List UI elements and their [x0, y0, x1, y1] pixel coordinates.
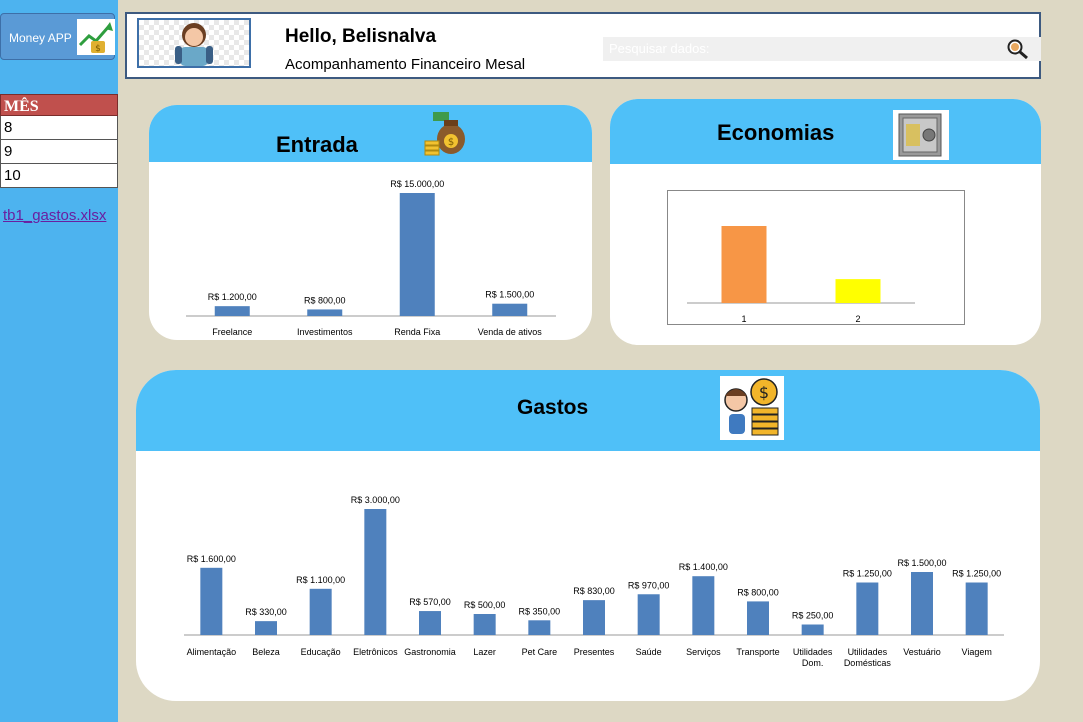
tick-label: Venda de ativos: [478, 327, 543, 337]
month-option[interactable]: 8: [0, 116, 118, 140]
bar: [419, 611, 441, 635]
svg-text:$: $: [759, 383, 769, 402]
tick-label: Utilidades Dom.: [793, 647, 833, 668]
tick-label: Pet Care: [522, 647, 558, 657]
data-label: R$ 15.000,00: [390, 179, 444, 189]
bar: [721, 226, 767, 303]
search-icon[interactable]: [1005, 38, 1031, 65]
safe-icon: [893, 110, 949, 165]
data-label: R$ 250,00: [792, 611, 834, 621]
data-label: R$ 1.250,00: [843, 569, 892, 579]
data-label: R$ 1.600,00: [187, 554, 236, 564]
search-box[interactable]: Pesquisar dados:: [603, 37, 1041, 61]
gastos-chart: R$ 1.600,00 Alimentação R$ 330,00 Beleza R$ …: [184, 495, 1004, 668]
tick-label: Educação: [301, 647, 341, 657]
entrada-card: Entrada $ R$ 1.200,00 Freelance R$ 800,00 I…: [149, 105, 592, 340]
bar: [214, 306, 250, 316]
entrada-title: Entrada: [276, 132, 358, 157]
bar: [309, 588, 332, 635]
tick-label: Gastronomia: [404, 647, 456, 657]
bar: [692, 576, 715, 635]
data-label: R$ 330,00: [245, 607, 287, 617]
money-app-button[interactable]: Money APP $: [0, 13, 115, 60]
subtitle: Acompanhamento Financeiro Mesal: [285, 56, 526, 73]
economias-title: Economias: [717, 120, 835, 145]
entrada-chart: R$ 1.200,00 Freelance R$ 800,00 Investiment…: [186, 179, 556, 337]
data-label: R$ 500,00: [464, 600, 506, 610]
bar: [307, 309, 343, 316]
tick-label: 2: [855, 314, 860, 324]
gastos-header: [136, 370, 1040, 451]
data-label: R$ 1.500,00: [897, 558, 946, 568]
tick-label: Transporte: [736, 647, 779, 657]
data-label: R$ 1.200,00: [208, 292, 257, 302]
tick-label: Presentes: [574, 647, 615, 657]
tick-label: 1: [741, 314, 746, 324]
money-growth-icon: $: [77, 19, 115, 55]
tick-label: Saúde: [636, 647, 662, 657]
data-label: R$ 1.400,00: [679, 562, 728, 572]
data-label: R$ 1.250,00: [952, 569, 1001, 579]
tick-label: Viagem: [961, 647, 991, 657]
tick-label: Investimentos: [297, 327, 353, 337]
svg-text:$: $: [448, 137, 454, 148]
bar: [528, 620, 551, 635]
bar: [637, 594, 660, 635]
tick-label: Beleza: [252, 647, 280, 657]
sidebar: Money APP $ MÊS 8 9 10 tb1_gastos.xlsx: [0, 0, 118, 722]
bar: [856, 582, 879, 635]
coins-person-icon: $: [720, 376, 784, 445]
entrada-header: [149, 105, 592, 162]
file-link[interactable]: tb1_gastos.xlsx: [3, 207, 107, 224]
greeting: Hello, Belisnalva: [285, 26, 437, 47]
month-option[interactable]: 9: [0, 140, 118, 164]
gastos-title: Gastos: [517, 396, 589, 419]
bar: [364, 509, 387, 635]
tick-label: Utilidades Domésticas: [844, 647, 892, 668]
gastos-card: Gastos $ R$ 1.600,00 Alimentação R$ 330,00…: [136, 370, 1040, 701]
bar: [747, 601, 769, 635]
tick-label: Alimentação: [187, 647, 237, 657]
data-label: R$ 1.100,00: [296, 575, 345, 585]
bar: [801, 624, 824, 635]
data-label: R$ 3.000,00: [351, 495, 400, 505]
month-option[interactable]: 10: [0, 164, 118, 188]
tick-label: Renda Fixa: [394, 327, 440, 337]
data-label: R$ 570,00: [409, 597, 451, 607]
month-slicer: MÊS 8 9 10: [0, 94, 118, 188]
money-app-label: Money APP: [9, 31, 72, 45]
money-bag-icon: $: [423, 111, 467, 162]
search-input[interactable]: Pesquisar dados:: [609, 41, 710, 56]
bar: [200, 567, 223, 635]
data-label: R$ 350,00: [519, 606, 561, 616]
tick-label: Eletrônicos: [353, 647, 398, 657]
bar: [492, 303, 528, 316]
data-label: R$ 800,00: [737, 587, 779, 597]
bar: [473, 614, 496, 635]
bar: [911, 572, 933, 635]
bar: [835, 279, 881, 303]
bar: [583, 600, 605, 635]
bar: [399, 193, 435, 316]
tick-label: Vestuário: [903, 647, 941, 657]
data-label: R$ 970,00: [628, 580, 670, 590]
bar: [965, 582, 988, 635]
bar: [255, 621, 277, 635]
economias-header: [610, 99, 1041, 164]
tick-label: Lazer: [473, 647, 496, 657]
month-header: MÊS: [0, 94, 118, 116]
data-label: R$ 830,00: [573, 586, 615, 596]
avatar: [137, 18, 251, 68]
data-label: R$ 1.500,00: [485, 290, 534, 300]
economias-plot-frame: [667, 190, 965, 325]
data-label: R$ 800,00: [304, 295, 346, 305]
tick-label: Serviços: [686, 647, 721, 657]
tick-label: Freelance: [212, 327, 252, 337]
svg-text:$: $: [95, 44, 101, 54]
header-panel: Hello, Belisnalva Acompanhamento Finance…: [125, 12, 1041, 79]
